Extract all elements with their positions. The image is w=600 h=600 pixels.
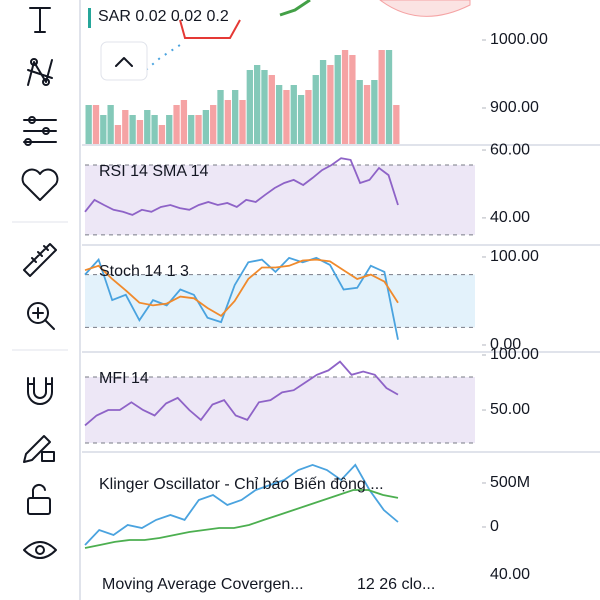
volume-bar — [363, 85, 371, 145]
magnet[interactable] — [27, 377, 53, 405]
volume-bar — [195, 115, 202, 145]
indicator-line — [84, 157, 399, 216]
sar-label: SAR 0.02 0.02 0.2 — [98, 8, 229, 25]
volume-bar — [85, 105, 92, 145]
plots: 1000.00 900.00 60.00 40.00 RSI 14 SMA 14 100.… — [82, 31, 600, 549]
band — [85, 164, 475, 235]
volume-bar — [319, 60, 327, 145]
volume-bar — [305, 90, 312, 145]
volume-bar — [158, 125, 166, 145]
indicator-line — [84, 360, 399, 427]
volume-bar — [356, 80, 363, 145]
volume-bar — [385, 50, 393, 145]
panel-label: Klinger Oscillator - Chỉ báo Biến động .… — [99, 476, 384, 493]
volume-bar — [341, 50, 349, 145]
y-tick-label: 50.00 — [490, 401, 530, 418]
volume-bar — [224, 100, 232, 145]
volume-bar — [253, 65, 261, 145]
volume-bar — [100, 115, 107, 145]
volume-bar — [210, 105, 217, 145]
macd-label: Moving Average Covergen... — [102, 576, 304, 593]
y-tick-label: 0.00 — [490, 336, 521, 353]
volume-bar — [283, 90, 290, 145]
y-tick-label: 0 — [490, 518, 499, 535]
volume-bar — [393, 105, 400, 145]
volume-bar — [114, 125, 122, 145]
volume-bar — [297, 95, 305, 145]
panel-label: MFI 14 — [99, 370, 149, 387]
volume-bar — [378, 50, 385, 145]
panel-label: RSI 14 SMA 14 — [99, 163, 208, 180]
volume-bar — [275, 85, 283, 145]
volume-bar — [268, 75, 275, 145]
indicator-line — [84, 256, 399, 340]
indicator-line — [84, 489, 399, 549]
band — [85, 377, 475, 444]
lock-drawings[interactable] — [23, 435, 55, 463]
y-tick-label: 1000.00 — [490, 31, 548, 48]
volume-bar — [107, 105, 114, 145]
band — [85, 274, 475, 328]
y-tick-label: 40.00 — [490, 209, 530, 226]
band-line — [179, 19, 241, 39]
y-tick-label: 60.00 — [490, 141, 530, 158]
volume-bar — [246, 70, 253, 145]
volume-bar — [371, 80, 378, 145]
volume-bar — [136, 120, 144, 145]
candle-trail — [279, 0, 311, 17]
volume-bar — [239, 100, 246, 145]
y-tick-label: 100.00 — [490, 346, 539, 363]
volume-bar — [151, 115, 158, 145]
macd-tick: 40.00 — [490, 566, 530, 583]
indicator-line — [84, 463, 399, 546]
volume-bar — [173, 105, 180, 145]
volume-bar — [349, 55, 356, 145]
y-tick-label: 100.00 — [490, 248, 539, 265]
toolbar — [12, 0, 81, 600]
volume-bar — [232, 90, 239, 145]
candle — [88, 8, 91, 28]
unlock[interactable] — [27, 483, 51, 515]
y-tick-label: 900.00 — [490, 99, 539, 116]
fib-tool[interactable] — [23, 116, 57, 146]
cloud — [379, 0, 471, 17]
text-tool[interactable] — [29, 7, 51, 33]
volume-bar — [122, 110, 129, 145]
volume-bar — [290, 85, 297, 145]
volume-bar — [144, 110, 151, 145]
volume-bar — [327, 65, 334, 145]
collapse-button[interactable] — [100, 41, 148, 81]
price-decor: SAR 0.02 0.02 0.2 — [88, 0, 471, 81]
macd-params: 12 26 clo... — [357, 576, 435, 593]
panel-label: Stoch 14 1 3 — [99, 263, 189, 280]
volume-bar — [180, 100, 188, 145]
volume-bar — [261, 70, 268, 145]
favorites[interactable] — [21, 168, 59, 201]
zoom[interactable] — [27, 302, 55, 330]
indicator-line — [84, 258, 399, 318]
visibility[interactable] — [23, 541, 57, 559]
volume-bar — [92, 105, 100, 145]
volume-bar — [312, 75, 319, 145]
volume-bar — [334, 55, 341, 145]
volume-bar — [166, 115, 173, 145]
pattern-tool[interactable] — [27, 58, 53, 86]
volume-bar — [202, 110, 210, 145]
volume-bar — [129, 115, 136, 145]
ruler[interactable] — [23, 243, 57, 277]
volume-bar — [188, 115, 195, 145]
y-tick-label: 500M — [490, 474, 530, 491]
volume-bar — [217, 90, 224, 145]
